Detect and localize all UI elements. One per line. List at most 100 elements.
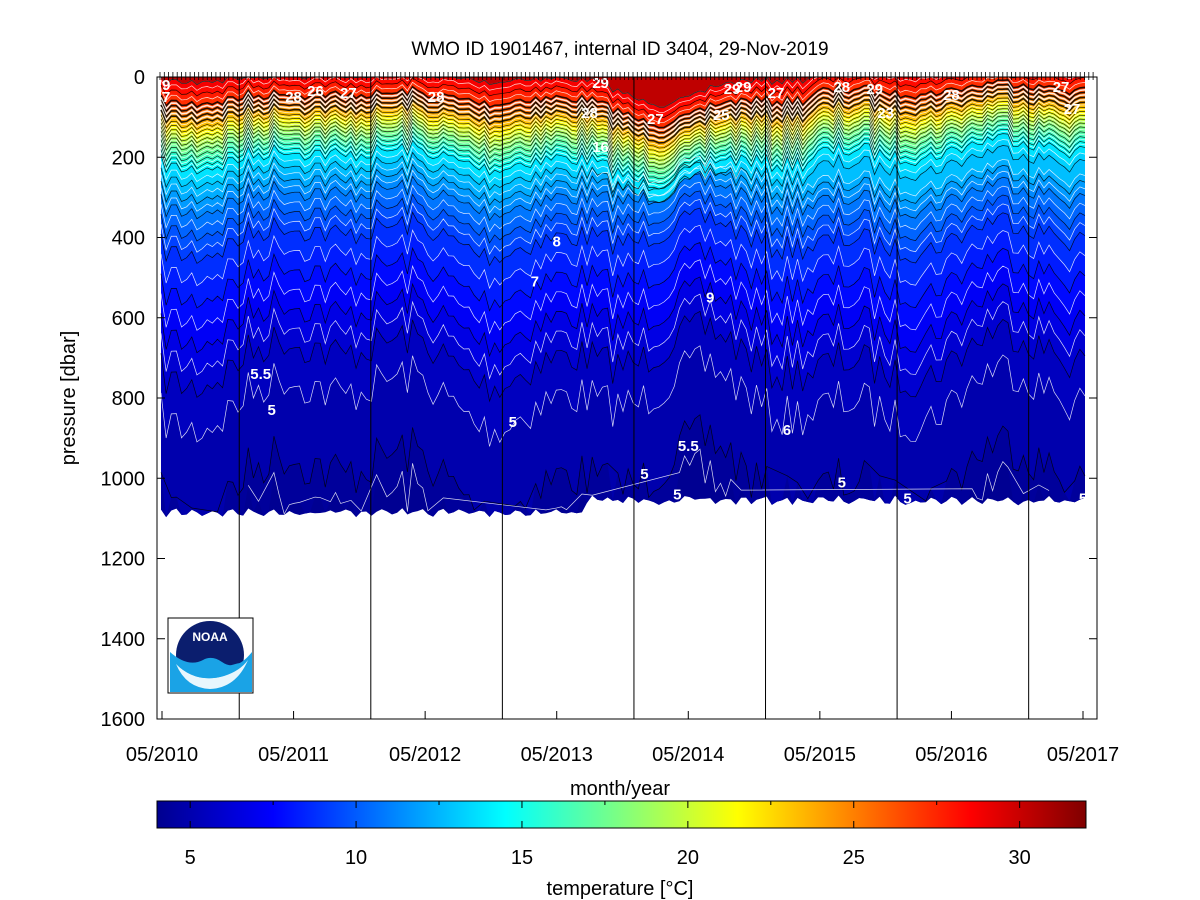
y-axis: 0 200 400 600 800 1000 1200 1400 1600 (101, 67, 1097, 731)
isotherm-6.5 (160, 293, 1086, 380)
contour-label: 5.5 (250, 366, 271, 383)
isotherm-25 (160, 88, 1086, 139)
isotherm-11 (160, 173, 1086, 222)
isotherm-20 (160, 108, 1086, 161)
y-tick-label: 800 (112, 388, 145, 410)
isotherm-23 (160, 97, 1086, 149)
contour-label: 28 (428, 89, 445, 106)
isotherm-6 (160, 310, 1086, 403)
colorbar-label: temperature [°C] (547, 878, 694, 900)
colorbar-ticks: 5 10 15 20 25 30 (185, 801, 1031, 869)
x-tick-label: 05/2014 (652, 744, 724, 766)
isotherm-15 (160, 128, 1086, 185)
isotherm-15.5 (160, 126, 1086, 182)
x-tick-label: 05/2010 (126, 744, 198, 766)
contour-label: 5 (838, 474, 846, 491)
isotherm-12.5 (160, 156, 1086, 199)
y-tick-label: 400 (112, 228, 145, 250)
isotherm-17.5 (160, 117, 1086, 172)
y-tick-label: 600 (112, 308, 145, 330)
y-axis-label: pressure [dbar] (58, 331, 80, 466)
contour-label: 27 (1064, 101, 1081, 118)
x-tick-label: 05/2017 (1047, 744, 1119, 766)
isotherm-contours (160, 77, 1086, 515)
contour-label: 29 (592, 75, 609, 92)
contour-label: 9 (706, 290, 714, 307)
isotherm-25.5 (160, 85, 1086, 137)
isotherm-23.5 (160, 95, 1086, 146)
isotherm-27.5 (160, 77, 1086, 123)
y-tick-label: 1600 (101, 709, 146, 731)
colorbar: 5 10 15 20 25 30 temperature [°C] (156, 800, 1087, 900)
isotherm-19.5 (160, 110, 1086, 163)
isotherm-4.5 (247, 448, 1050, 515)
isotherm-17 (160, 119, 1086, 174)
isotherm-14.5 (160, 131, 1086, 187)
isotherm-24.5 (160, 90, 1086, 142)
plot-area (160, 77, 1086, 518)
contour-label: 28 (833, 79, 850, 96)
profile-ticks (159, 72, 1094, 80)
isotherm-27 (160, 79, 1086, 129)
isotherm-9 (160, 207, 1086, 267)
isotherm-22.5 (160, 99, 1086, 151)
contour-label: 27 (340, 85, 357, 102)
contour-label: 5 (509, 414, 517, 431)
y-tick-label: 200 (112, 147, 145, 169)
isotherm-12 (160, 161, 1086, 206)
x-tick-label: 05/2013 (521, 744, 593, 766)
isotherm-28 (160, 77, 1086, 118)
y-tick-label: 1000 (101, 468, 146, 490)
contour-label: 5.5 (678, 438, 699, 455)
y-tick-label: 1400 (101, 629, 146, 651)
contour-label: 23 (877, 105, 894, 122)
noaa-logo-text: NOAA (192, 630, 228, 644)
noaa-logo: NOAA (167, 617, 254, 694)
y-tick-label: 0 (134, 67, 145, 89)
contour-label: 29 (735, 79, 752, 96)
x-tick-label: 05/2012 (389, 744, 461, 766)
isotherm-18.5 (160, 113, 1086, 167)
isotherm-5.5 (160, 345, 1086, 447)
contour-label: 5 (267, 402, 275, 419)
contour-label: 29 (724, 81, 741, 98)
isotherm-22 (160, 101, 1086, 153)
isotherm-7.5 (160, 259, 1086, 335)
isotherm-14 (160, 133, 1086, 190)
isotherm-29 (160, 77, 1085, 108)
colorbar-tick-label: 20 (677, 847, 699, 869)
contour-label: 7 (531, 274, 539, 291)
colorbar-gradient (156, 800, 1087, 829)
contour-label: 5 (673, 486, 681, 503)
contour-label: 27 (1053, 79, 1070, 96)
contour-label: 27 (647, 111, 664, 128)
isotherm-21 (160, 104, 1086, 157)
contour-label: 27 (768, 85, 785, 102)
contour-label: 8 (553, 234, 561, 251)
year-gridlines (238, 77, 1030, 719)
y-tick-label: 1200 (101, 549, 146, 571)
contour-label: 28 (943, 87, 960, 104)
contour-label: 6 (783, 422, 791, 439)
isotherm-21.5 (160, 103, 1086, 155)
contour-label: 29 (866, 81, 883, 98)
contour-label: 28 (581, 105, 598, 122)
isotherm-10 (160, 190, 1086, 244)
contour-label: 5 (640, 466, 648, 483)
isotherm-8 (160, 242, 1086, 312)
contour-label: 5 (1079, 490, 1087, 507)
contour-label: 26 (307, 83, 324, 100)
isotherm-10.5 (160, 181, 1086, 233)
isotherm-19 (160, 111, 1086, 165)
isotherm-11.5 (160, 167, 1086, 214)
isotherm-5 (160, 414, 1086, 513)
contour-label: 28 (285, 89, 302, 106)
x-axis: 05/2010 05/2011 05/2012 05/2013 05/2014 05/20… (126, 711, 1119, 766)
isotherm-18 (160, 115, 1086, 169)
isotherm-9.5 (160, 199, 1086, 256)
isotherm-7 (160, 276, 1086, 358)
colorbar-tick-label: 25 (843, 847, 865, 869)
isotherm-26.5 (160, 81, 1086, 131)
